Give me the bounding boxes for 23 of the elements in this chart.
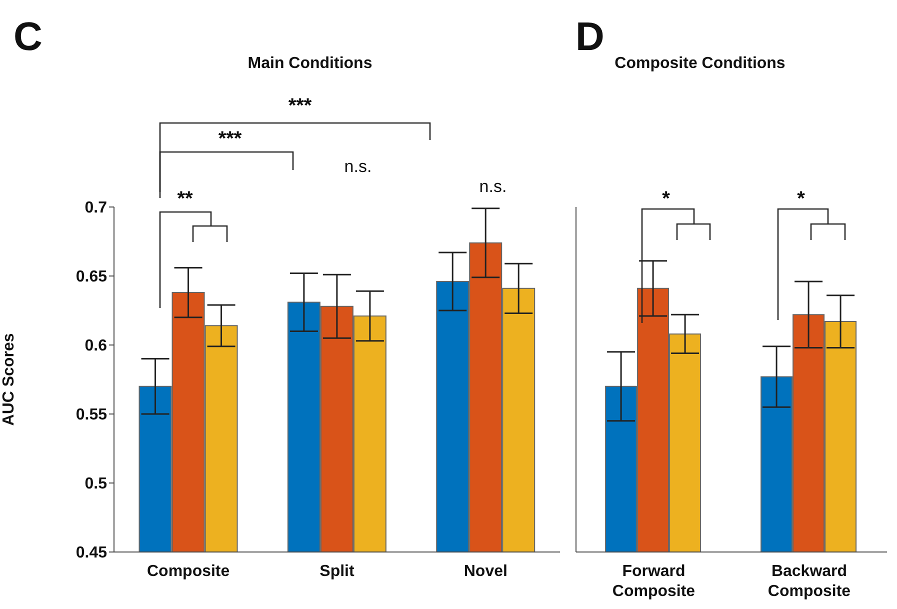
y-tick-label: 0.5 — [84, 476, 108, 493]
text: *** — [218, 128, 242, 150]
annotation: ** — [177, 188, 193, 210]
y-tick-label: 0.65 — [76, 268, 108, 286]
x-tick-label: Novel — [464, 563, 508, 580]
text: n.s. — [479, 177, 507, 196]
text: n.s. — [344, 157, 372, 176]
chart-title: Main Conditions — [248, 55, 372, 72]
y-tick-label: 0.7 — [84, 200, 108, 217]
y-axis-title: AUC Scores — [0, 333, 18, 426]
y-tick-label: 0.55 — [76, 406, 108, 424]
annotation: * — [662, 188, 670, 210]
y-tick-label: 0.45 — [76, 544, 108, 562]
annotation: * — [797, 188, 806, 210]
x-tick-label: Backward Composite — [768, 563, 851, 600]
text: C — [14, 15, 42, 59]
text: *** — [288, 95, 312, 117]
x-tick-label: Composite — [146, 563, 230, 580]
x-tick-label: Forward Composite — [612, 563, 696, 600]
x-tick-label: Split — [320, 563, 355, 580]
text: D — [576, 15, 604, 59]
y-tick-label: 0.6 — [84, 338, 108, 355]
chart-title: Composite Conditions — [614, 55, 786, 72]
